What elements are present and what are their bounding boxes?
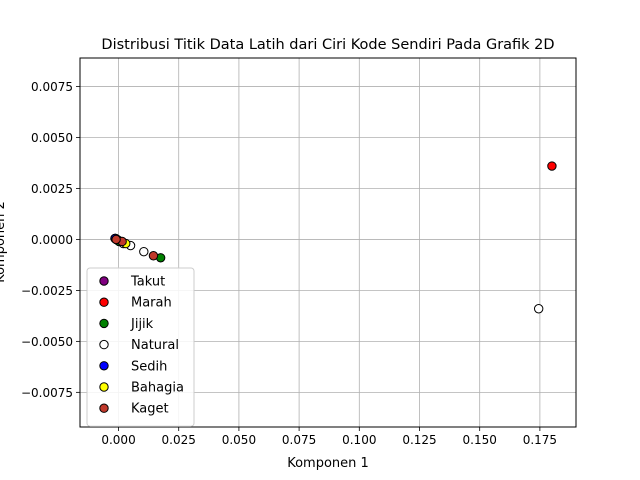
y-tick-label: −0.0075: [21, 386, 73, 400]
y-tick-label: 0.0000: [31, 233, 73, 247]
x-tick-label: 0.100: [342, 433, 376, 447]
legend-label-takut: Takut: [130, 275, 165, 290]
y-tick-label: 0.0050: [31, 131, 73, 145]
legend-marker-jijik: [99, 318, 109, 329]
x-tick-label: 0.025: [162, 433, 196, 447]
data-points: [110, 161, 557, 314]
legend-label-kaget: Kaget: [131, 402, 169, 417]
legend-marker-sedih: [99, 361, 109, 371]
x-axis-label: Komponen 1: [287, 456, 369, 471]
legend-box: [86, 267, 195, 427]
chart-title: Distribusi Titik Data Latih dari Ciri Ko…: [101, 37, 554, 53]
point-natural: [533, 304, 544, 314]
grid: [80, 58, 576, 427]
legend-label-jijik: Jijik: [130, 317, 154, 332]
point-natural: [139, 246, 149, 257]
point-marah: [547, 161, 557, 171]
y-axis-label: Komponen 2: [0, 201, 8, 283]
legend-label-marah: Marah: [131, 296, 172, 311]
y-tick-label: 0.0025: [31, 182, 73, 196]
x-axis-ticks: 0.000 0.025 0.050 0.075 0.100 0.125 0.150 0.175: [101, 427, 557, 447]
legend-label-bahagia: Bahagia: [131, 381, 184, 396]
y-tick-label: 0.0075: [31, 80, 73, 94]
legend-marker-marah: [99, 297, 109, 307]
y-axis-ticks: −0.0075 −0.0050 −0.0025 0.0000 0.0025 0.0050 0…: [21, 80, 80, 400]
x-tick-label: 0.075: [282, 433, 316, 447]
legend-marker-kaget: [99, 403, 109, 413]
x-tick-label: 0.175: [523, 433, 557, 447]
point-kaget: [148, 251, 159, 261]
legend: Takut Marah Jijik Natural Sedih Bahagia Kaget: [86, 267, 195, 427]
legend-marker-natural: [99, 339, 109, 350]
x-tick-label: 0.150: [463, 433, 497, 447]
x-tick-label: 0.125: [402, 433, 436, 447]
legend-label-natural: Natural: [131, 338, 179, 353]
legend-label-sedih: Sedih: [131, 359, 167, 374]
x-tick-label: 0.000: [101, 433, 135, 447]
y-tick-label: −0.0025: [21, 284, 73, 298]
y-tick-label: −0.0050: [21, 335, 73, 349]
point-kaget: [111, 234, 121, 245]
legend-marker-takut: [99, 276, 109, 286]
legend-marker-bahagia: [99, 382, 109, 392]
x-tick-label: 0.050: [222, 433, 256, 447]
plot-frame: [79, 57, 577, 428]
